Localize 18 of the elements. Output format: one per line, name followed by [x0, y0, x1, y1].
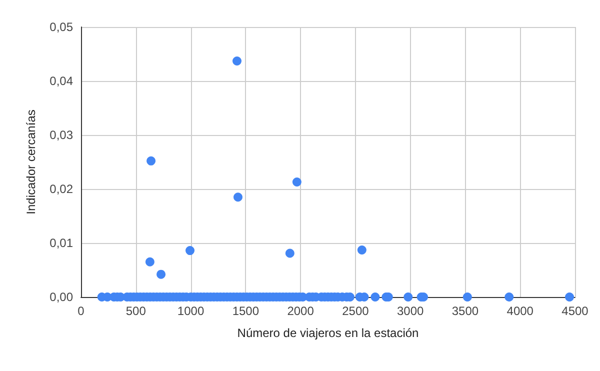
x-tick-label: 3500 — [452, 304, 479, 318]
x-tick-label: 3000 — [396, 304, 424, 318]
x-tick-label: 1000 — [177, 304, 204, 318]
y-tick-label: 0,03 — [50, 128, 74, 142]
y-axis-title: Indicador cercanías — [24, 110, 38, 214]
x-tick-label: 500 — [126, 304, 146, 318]
x-tick-label: 4500 — [562, 304, 589, 318]
y-tick-label: 0,04 — [50, 74, 74, 88]
x-tick-label: 2500 — [342, 304, 370, 318]
y-tick-label: 0,01 — [50, 236, 74, 250]
y-tick-label: 0,02 — [50, 182, 74, 196]
x-tick-label: 4000 — [506, 304, 534, 318]
y-tick-label: 0,05 — [50, 20, 74, 34]
x-tick-label: 2000 — [287, 304, 314, 318]
x-tick-label: 0 — [78, 304, 85, 318]
x-axis-title: Número de viajeros en la estación — [237, 326, 419, 340]
x-tick-label: 1500 — [232, 304, 260, 318]
y-tick-label: 0,00 — [50, 290, 74, 304]
